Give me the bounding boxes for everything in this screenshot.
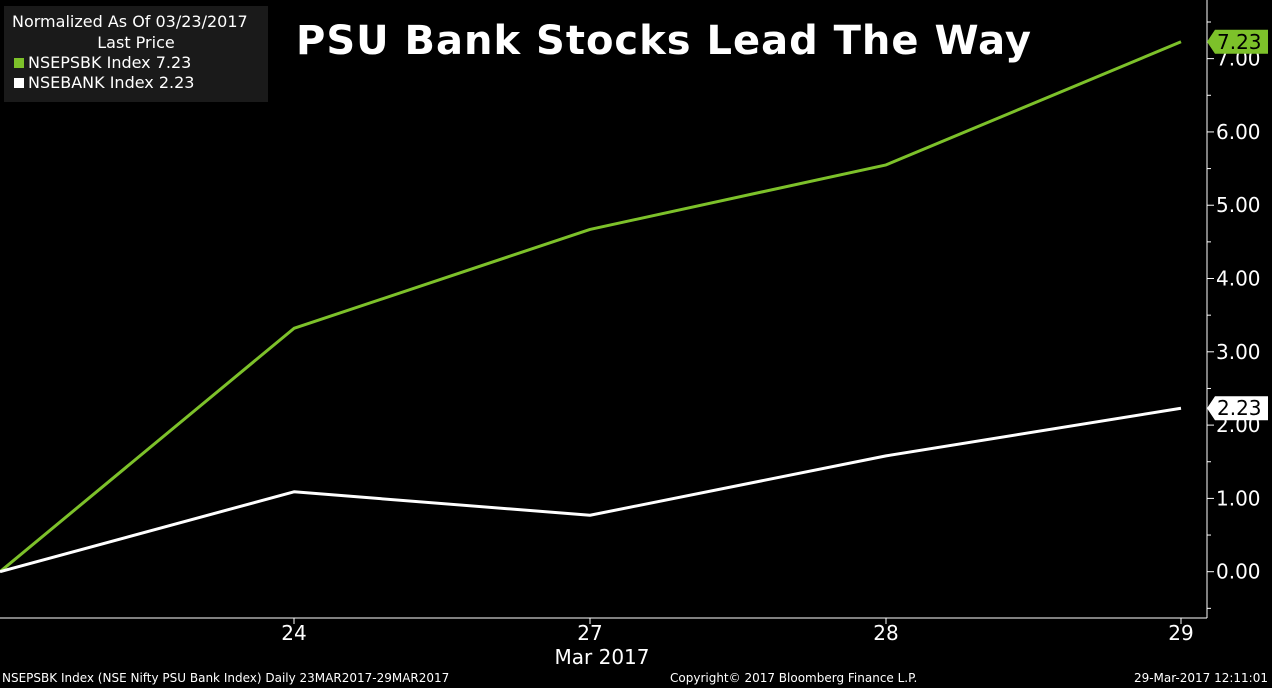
footer-source: NSEPSBK Index (NSE Nifty PSU Bank Index)… — [2, 671, 450, 685]
legend-entry-label: NSEPSBK Index 7.23 — [28, 53, 192, 72]
footer-timestamp: 29-Mar-2017 12:11:01 — [1133, 671, 1268, 685]
x-tick-label: 28 — [873, 621, 898, 645]
y-tick-label: 5.00 — [1216, 193, 1261, 217]
y-tick-label: 0.00 — [1216, 560, 1261, 584]
legend-swatch-white — [14, 78, 24, 88]
last-value-tag — [1207, 29, 1268, 54]
x-tick-label: 24 — [281, 621, 306, 645]
legend-normalized-label: Normalized As Of 03/23/2017 — [12, 12, 248, 31]
legend-entry-nsepsbk: NSEPSBK Index 7.23 — [14, 53, 191, 73]
legend: Normalized As Of 03/23/2017 Last Price N… — [4, 6, 268, 102]
chart-title: PSU Bank Stocks Lead The Way — [296, 18, 1032, 64]
last-value-label: 2.23 — [1217, 396, 1262, 420]
y-tick-label: 1.00 — [1216, 486, 1261, 510]
legend-entry-label: NSEBANK Index 2.23 — [28, 73, 195, 92]
x-axis-label: Mar 2017 — [555, 645, 650, 669]
y-tick-label: 6.00 — [1216, 120, 1261, 144]
legend-entry-nsebank: NSEBANK Index 2.23 — [14, 73, 194, 93]
y-tick-label: 4.00 — [1216, 267, 1261, 291]
legend-swatch-green — [14, 58, 24, 68]
series-line-nsepsbk-index — [0, 40, 1182, 573]
series-line-nsebank-index — [0, 406, 1182, 574]
legend-last-price-label: Last Price — [97, 33, 175, 52]
y-tick-label: 3.00 — [1216, 340, 1261, 364]
x-tick-label: 29 — [1168, 621, 1193, 645]
last-value-tag — [1207, 396, 1268, 421]
footer-copyright: Copyright© 2017 Bloomberg Finance L.P. — [670, 671, 918, 685]
x-tick-label: 27 — [577, 621, 602, 645]
last-value-label: 7.23 — [1217, 30, 1262, 54]
